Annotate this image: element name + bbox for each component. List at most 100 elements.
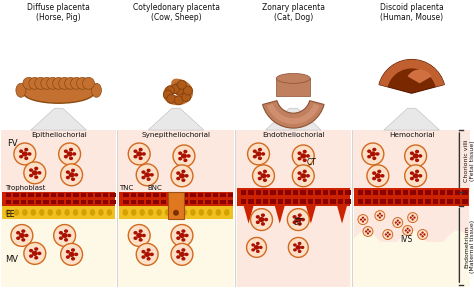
Ellipse shape — [32, 251, 38, 256]
Ellipse shape — [16, 83, 26, 97]
Ellipse shape — [22, 209, 27, 216]
Ellipse shape — [66, 255, 70, 259]
Ellipse shape — [98, 209, 104, 216]
Wedge shape — [408, 69, 432, 83]
Circle shape — [59, 143, 81, 165]
Bar — [43, 193, 49, 197]
Ellipse shape — [139, 209, 145, 216]
Circle shape — [413, 217, 416, 219]
Ellipse shape — [24, 234, 28, 237]
Bar — [354, 130, 469, 192]
Ellipse shape — [292, 215, 297, 219]
Bar — [123, 193, 129, 197]
Bar — [373, 199, 378, 204]
Circle shape — [53, 77, 64, 89]
Text: FV: FV — [7, 139, 18, 147]
Ellipse shape — [377, 170, 382, 173]
Circle shape — [387, 235, 389, 238]
Ellipse shape — [176, 250, 180, 253]
Text: IVS: IVS — [401, 235, 413, 244]
Bar — [198, 200, 203, 204]
Text: Epitheliochorial: Epitheliochorial — [31, 132, 87, 138]
Bar — [2, 206, 115, 219]
Bar — [447, 199, 453, 204]
Bar — [255, 199, 261, 204]
Ellipse shape — [19, 149, 23, 153]
Ellipse shape — [59, 236, 63, 240]
Bar — [293, 190, 298, 195]
Circle shape — [395, 221, 397, 224]
Bar — [51, 200, 56, 204]
Bar — [271, 190, 276, 195]
Ellipse shape — [410, 151, 414, 155]
Ellipse shape — [66, 176, 70, 179]
Ellipse shape — [302, 158, 307, 162]
Bar — [373, 190, 378, 195]
Polygon shape — [306, 206, 316, 223]
Ellipse shape — [255, 215, 260, 219]
Ellipse shape — [32, 170, 38, 175]
Ellipse shape — [141, 255, 146, 259]
Ellipse shape — [182, 257, 185, 261]
Ellipse shape — [67, 234, 71, 237]
Ellipse shape — [179, 233, 185, 238]
Ellipse shape — [69, 172, 74, 177]
Ellipse shape — [216, 209, 221, 216]
Ellipse shape — [380, 174, 384, 178]
Wedge shape — [267, 104, 319, 124]
Ellipse shape — [176, 177, 180, 180]
Circle shape — [136, 164, 158, 186]
Ellipse shape — [150, 253, 154, 256]
Bar — [220, 200, 226, 204]
Ellipse shape — [261, 222, 265, 226]
Ellipse shape — [182, 209, 187, 216]
Ellipse shape — [133, 155, 137, 158]
Ellipse shape — [298, 222, 302, 226]
Bar — [236, 219, 351, 287]
Bar — [73, 200, 79, 204]
Ellipse shape — [186, 154, 191, 158]
Bar — [43, 200, 49, 204]
Bar — [213, 200, 218, 204]
Circle shape — [421, 232, 424, 234]
Circle shape — [35, 77, 47, 89]
Bar — [365, 190, 371, 195]
Bar — [213, 193, 218, 197]
Ellipse shape — [66, 170, 70, 174]
Ellipse shape — [64, 238, 68, 242]
Bar — [425, 190, 430, 195]
Ellipse shape — [34, 167, 38, 170]
Circle shape — [288, 238, 308, 257]
Bar — [380, 190, 386, 195]
Ellipse shape — [199, 209, 204, 216]
Ellipse shape — [138, 238, 143, 242]
Bar — [175, 193, 181, 197]
Bar — [88, 193, 93, 197]
Bar — [388, 199, 393, 204]
Ellipse shape — [176, 255, 180, 259]
Ellipse shape — [69, 252, 74, 257]
Polygon shape — [384, 108, 439, 130]
Ellipse shape — [37, 252, 41, 255]
Bar — [354, 206, 469, 242]
Bar — [425, 199, 430, 204]
Ellipse shape — [298, 177, 301, 180]
Bar — [354, 242, 469, 287]
Ellipse shape — [263, 178, 267, 182]
Ellipse shape — [156, 209, 162, 216]
Bar — [138, 193, 144, 197]
Ellipse shape — [276, 73, 310, 83]
Ellipse shape — [293, 248, 297, 251]
Bar — [358, 199, 364, 204]
Bar — [51, 193, 56, 197]
Circle shape — [379, 213, 381, 215]
Ellipse shape — [59, 231, 63, 235]
Ellipse shape — [37, 171, 41, 175]
Bar — [278, 190, 283, 195]
Ellipse shape — [258, 156, 262, 160]
Circle shape — [182, 92, 191, 101]
Ellipse shape — [136, 151, 142, 157]
Bar — [433, 199, 438, 204]
Bar — [301, 190, 306, 195]
Ellipse shape — [133, 149, 137, 153]
